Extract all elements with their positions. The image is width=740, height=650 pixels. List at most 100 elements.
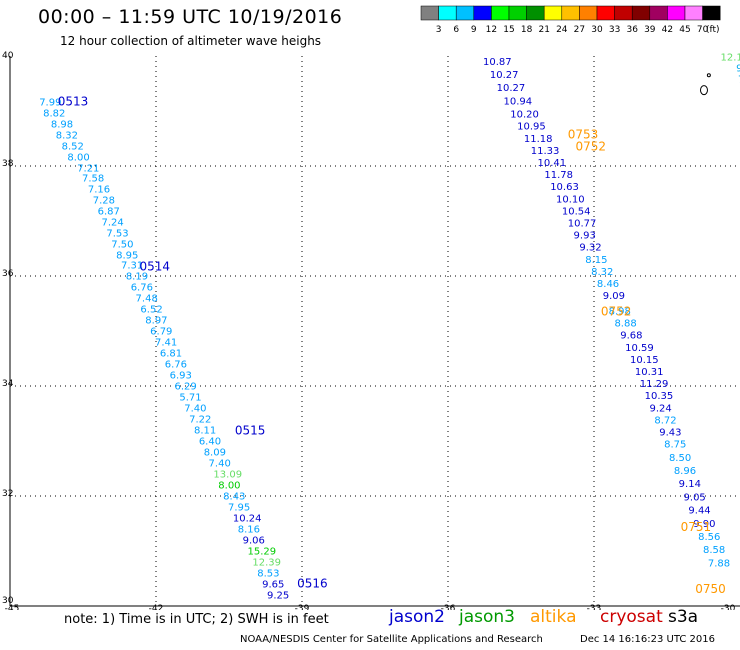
credit-line: NOAA/NESDIS Center for Satellite Applica… <box>240 634 543 645</box>
altimeter-track-map: -45 -42 -39 -36 -33 -303032343638407.998.828.… <box>2 51 740 610</box>
scale-tick-label: 21 <box>538 25 549 35</box>
swh-value-label: 11.29 <box>640 379 669 390</box>
swh-value-label: 10.10 <box>556 194 585 205</box>
swh-value-label: 10.24 <box>233 513 262 524</box>
satellite-legend-jason3: jason3 <box>459 607 515 627</box>
swh-value-label: 7.16 <box>88 184 110 195</box>
swh-value-label: 9.25 <box>267 590 289 601</box>
swh-value-label: 7.24 <box>101 217 123 228</box>
x-tick-label: -33 <box>587 604 602 610</box>
swh-value-label: 9.65 <box>262 579 284 590</box>
swh-value-label: 10.15 <box>630 355 659 366</box>
swh-value-label: 9.3 <box>736 63 740 74</box>
swh-value-label: 9.05 <box>684 492 706 503</box>
pass-time-label: 0515 <box>235 423 266 437</box>
swh-value-label: 10.59 <box>625 343 654 354</box>
scale-tick-label: 70 <box>697 25 709 35</box>
swh-value-label: 10.27 <box>490 70 519 81</box>
y-tick-label: 34 <box>2 379 14 389</box>
pass-time-label: 0753 <box>568 128 599 142</box>
swh-value-label: 5.71 <box>179 392 201 403</box>
scale-tick-label: 9 <box>471 25 477 35</box>
swh-value-label: 7 <box>738 74 740 85</box>
scale-tick-label: 42 <box>662 25 673 35</box>
swh-value-label: 7.28 <box>93 195 115 206</box>
y-tick-label: 38 <box>2 159 14 169</box>
swh-value-label: 9.24 <box>649 403 671 414</box>
swh-value-label: 8.52 <box>62 142 84 153</box>
swh-value-label: 7.88 <box>708 558 730 569</box>
swh-value-label: 10.63 <box>550 182 579 193</box>
x-tick-label: -30 <box>721 604 736 610</box>
swh-value-label: 8.98 <box>609 307 631 318</box>
swh-value-label: 6.40 <box>199 436 221 447</box>
swh-value-label: 6.93 <box>170 370 192 381</box>
pass-time-label: 0516 <box>297 576 328 590</box>
swh-value-label: 8.43 <box>223 491 245 502</box>
swh-value-label: 8.82 <box>43 109 65 120</box>
swh-value-label: 6.79 <box>150 326 172 337</box>
swh-value-label: 8.19 <box>126 271 148 282</box>
swh-value-label: 10.20 <box>510 110 539 121</box>
footnote: note: 1) Time is in UTC; 2) SWH is in fe… <box>64 612 329 627</box>
satellite-legend-jason2: jason2 <box>389 607 445 627</box>
scale-tick-label: 33 <box>609 25 620 35</box>
swh-value-label: 8.11 <box>194 425 216 436</box>
scale-tick-label: 27 <box>574 25 585 35</box>
swh-value-label: 8.16 <box>238 524 260 535</box>
swh-value-label: 6.29 <box>174 381 196 392</box>
pass-time-label: 0514 <box>139 260 170 274</box>
swh-value-label: 8.09 <box>204 447 226 458</box>
pass-time-label: 0752 <box>601 305 632 319</box>
swh-value-label: 7.95 <box>228 502 250 513</box>
swh-value-label: 9.06 <box>243 535 265 546</box>
swh-value-label: 6.52 <box>140 304 162 315</box>
wave-height-color-scale: 3 6 9 12 15 18 21 24 27 30 33 36 39 42 45 70(ft) <box>420 5 721 35</box>
swh-value-label: 8.98 <box>51 120 73 131</box>
swh-value-label: 10.54 <box>562 206 591 217</box>
x-tick-label: -39 <box>295 604 310 610</box>
satellite-legend-altika: altika <box>530 607 577 627</box>
swh-value-label: 7.22 <box>189 414 211 425</box>
swh-value-label: 7.40 <box>184 403 206 414</box>
swh-value-label: 8.88 <box>614 319 636 330</box>
scale-tick-label: 15 <box>503 25 514 35</box>
scale-swatch <box>702 5 721 21</box>
swh-value-label: 8.53 <box>257 568 279 579</box>
island-outline <box>699 85 708 96</box>
swh-value-label: 8.58 <box>703 545 725 556</box>
satellite-legend-cryosat: cryosat <box>600 607 663 627</box>
scale-tick-label: 24 <box>556 25 568 35</box>
swh-value-label: 11.33 <box>531 146 560 157</box>
swh-value-label: 10.87 <box>483 57 512 68</box>
swh-value-label: 7.21 <box>77 164 99 175</box>
pass-time-label: 0513 <box>58 95 89 109</box>
scale-tick-label: 18 <box>521 25 533 35</box>
swh-value-label: 8.56 <box>698 532 720 543</box>
swh-value-label: 7.31 <box>121 260 143 271</box>
swh-value-label: 7.41 <box>155 337 177 348</box>
scale-tick-label: 3 <box>436 25 442 35</box>
satellite-legend-s3a: s3a <box>668 607 699 627</box>
y-tick-label: 32 <box>2 489 13 499</box>
swh-value-label: 8.46 <box>597 279 619 290</box>
x-tick-label: -42 <box>149 604 164 610</box>
swh-value-label: 6.81 <box>160 348 182 359</box>
swh-value-label: 11.78 <box>544 170 573 181</box>
swh-value-label: 8.50 <box>669 453 691 464</box>
swh-value-label: 7.53 <box>106 228 128 239</box>
swh-value-label: 7.58 <box>82 173 104 184</box>
swh-value-label: 7.99 <box>39 98 61 109</box>
swh-value-label: 10.95 <box>517 122 546 133</box>
pass-time-label: 0750 <box>695 582 726 596</box>
swh-value-label: 9.93 <box>574 231 596 242</box>
swh-value-label: 7.40 <box>209 458 231 469</box>
swh-value-label: 8.72 <box>654 415 676 426</box>
swh-value-label: 12.39 <box>252 557 281 568</box>
scale-unit-label: (ft) <box>706 25 720 35</box>
scale-tick-label: 6 <box>453 25 459 35</box>
swh-value-label: 7.50 <box>111 239 133 250</box>
y-tick-label: 40 <box>2 51 14 61</box>
swh-value-label: 12.1 <box>721 52 740 63</box>
swh-value-label: 9.43 <box>659 428 681 439</box>
